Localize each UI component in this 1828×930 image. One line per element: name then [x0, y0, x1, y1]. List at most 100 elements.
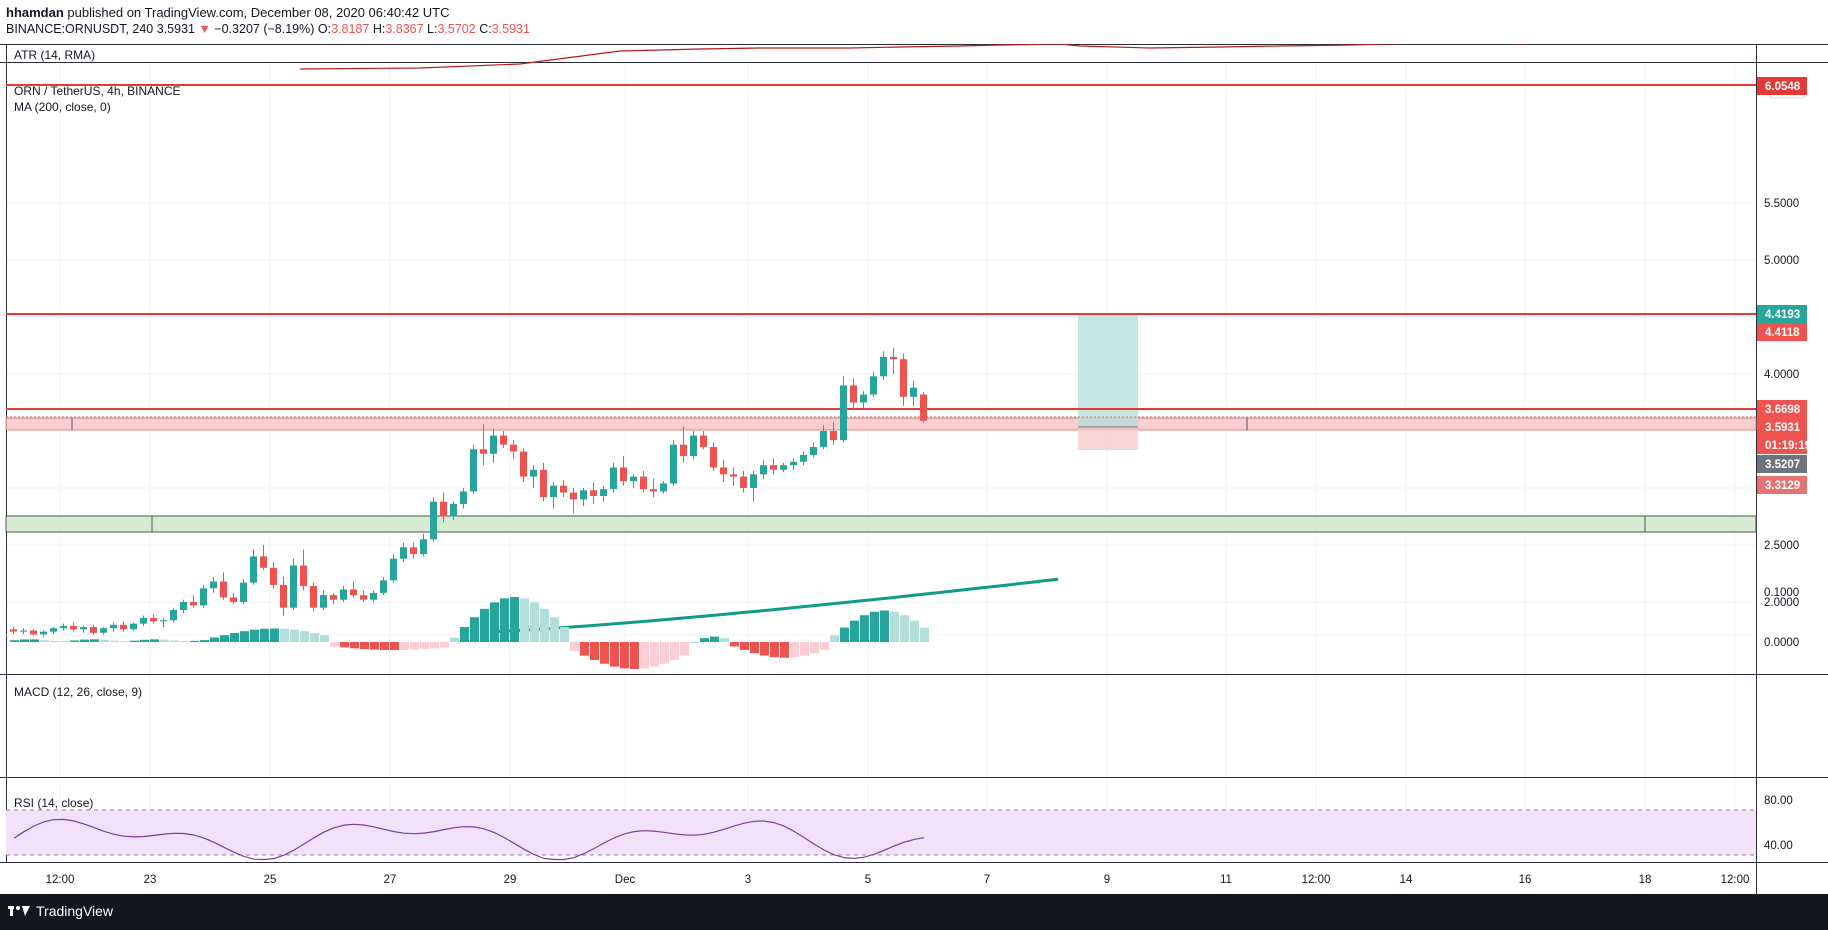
time-axis-label: 14 — [1400, 874, 1413, 886]
macd-bar — [600, 642, 609, 664]
candle-body — [340, 589, 347, 600]
macd-bar — [500, 598, 509, 642]
rsi-line — [13, 818, 925, 861]
macd-bar — [220, 635, 229, 642]
macd-bar — [150, 639, 159, 642]
candle-body — [650, 489, 657, 492]
candle-body — [720, 467, 727, 475]
candle-body — [380, 580, 387, 593]
macd-bar — [90, 639, 99, 642]
candle-body — [560, 485, 567, 493]
candle-body — [520, 451, 527, 477]
time-axis-label: 12:00 — [46, 874, 75, 886]
candle-body — [10, 629, 17, 632]
candle-body — [40, 631, 47, 636]
close-value: 3.5931 — [491, 22, 530, 36]
time-axis-label: 25 — [264, 874, 277, 886]
candle-body — [620, 467, 627, 482]
macd-bar — [430, 642, 439, 649]
macd-label: MACD (12, 26, close, 9) — [14, 685, 142, 699]
chart-area[interactable]: ATR (14, RMA) ORN / TetherUS, 4h, BINANC… — [0, 44, 1828, 894]
candle-body — [890, 356, 897, 360]
macd-bar — [590, 642, 599, 660]
candle-body — [50, 628, 57, 632]
candle-body — [770, 465, 777, 470]
candle-body — [300, 565, 307, 587]
candle-body — [200, 588, 207, 606]
candle-body — [850, 385, 857, 403]
candle-body — [880, 356, 887, 377]
macd-bar — [660, 642, 669, 664]
price-tag-entry — [1757, 455, 1807, 473]
footer-brand: TradingView — [36, 903, 114, 919]
candle-body — [820, 431, 827, 447]
macd-bar — [710, 636, 719, 642]
macd-bar — [490, 602, 499, 642]
macd-bar — [300, 631, 309, 642]
macd-bar — [10, 640, 19, 642]
symbol-name[interactable]: BINANCE:ORNUSDT, 240 — [6, 22, 154, 36]
time-axis[interactable]: 12:00 23 25 27 29 Dec 3 5 7 9 11 12:00 14 16 18 12:00 — [46, 874, 1750, 886]
tradingview-logo[interactable]: TradingView — [8, 903, 113, 919]
macd-bar — [100, 639, 109, 642]
macd-bar — [160, 639, 169, 642]
candle-body — [790, 461, 797, 466]
macd-bar — [800, 642, 809, 656]
macd-bar — [920, 627, 929, 642]
price-tag-line3 — [1757, 400, 1807, 418]
candle-body — [710, 446, 717, 468]
open-value: 3.8187 — [331, 22, 370, 36]
candle-body — [690, 435, 697, 457]
price-tag-text: 3.5207 — [1765, 459, 1800, 471]
candle-body — [390, 558, 397, 581]
price-tag-stop — [1757, 476, 1807, 494]
candle-body — [410, 547, 417, 555]
macd-bar — [170, 640, 179, 642]
macd-bar — [670, 642, 679, 660]
candle-body — [730, 474, 737, 477]
position-target-zone — [1078, 314, 1138, 427]
candle-body — [20, 630, 27, 632]
chart-title: ORN / TetherUS, 4h, BINANCE — [14, 84, 181, 98]
macd-bar — [290, 629, 299, 642]
publish-text: published on TradingView.com, December 0… — [67, 5, 450, 20]
time-axis-label: 27 — [384, 874, 397, 886]
last-price: 3.5931 — [156, 22, 195, 36]
candle-body — [80, 627, 87, 630]
price-tag-text: 3.5931 — [1765, 422, 1801, 434]
time-axis-label: 29 — [504, 874, 517, 886]
macd-bar — [580, 642, 589, 656]
macd-bar — [680, 642, 689, 656]
candle-body — [660, 483, 667, 492]
macd-bar — [310, 633, 319, 642]
candle-body — [400, 547, 407, 559]
macd-bar — [640, 642, 649, 669]
macd-bar — [850, 620, 859, 642]
candle-body — [310, 586, 317, 608]
macd-bar — [80, 639, 89, 642]
time-axis-label: 9 — [1104, 874, 1110, 886]
macd-bar — [240, 631, 249, 642]
macd-bar — [830, 635, 839, 642]
macd-bar — [400, 642, 409, 650]
macd-axis-label: 0.0000 — [1764, 637, 1799, 649]
price-axis-label: 4.0000 — [1764, 369, 1799, 381]
macd-bar — [270, 628, 279, 642]
candle-body — [370, 592, 377, 600]
macd-bar — [760, 642, 769, 656]
candle-body — [460, 491, 467, 504]
macd-bar — [440, 642, 449, 648]
macd-bar — [620, 642, 629, 669]
price-tag-top — [1757, 77, 1807, 95]
rsi-label: RSI (14, close) — [14, 796, 93, 810]
time-axis-label: 5 — [865, 874, 871, 886]
candle-body — [470, 449, 477, 492]
candle-body — [440, 501, 447, 517]
ma-label: MA (200, close, 0) — [14, 100, 111, 114]
candle-body — [530, 469, 537, 477]
candle-body — [70, 625, 77, 630]
candle-body — [220, 581, 227, 598]
price-tag-text: 4.4193 — [1765, 309, 1800, 321]
author-name[interactable]: hhamdan — [6, 5, 64, 20]
macd-bar — [190, 640, 199, 642]
